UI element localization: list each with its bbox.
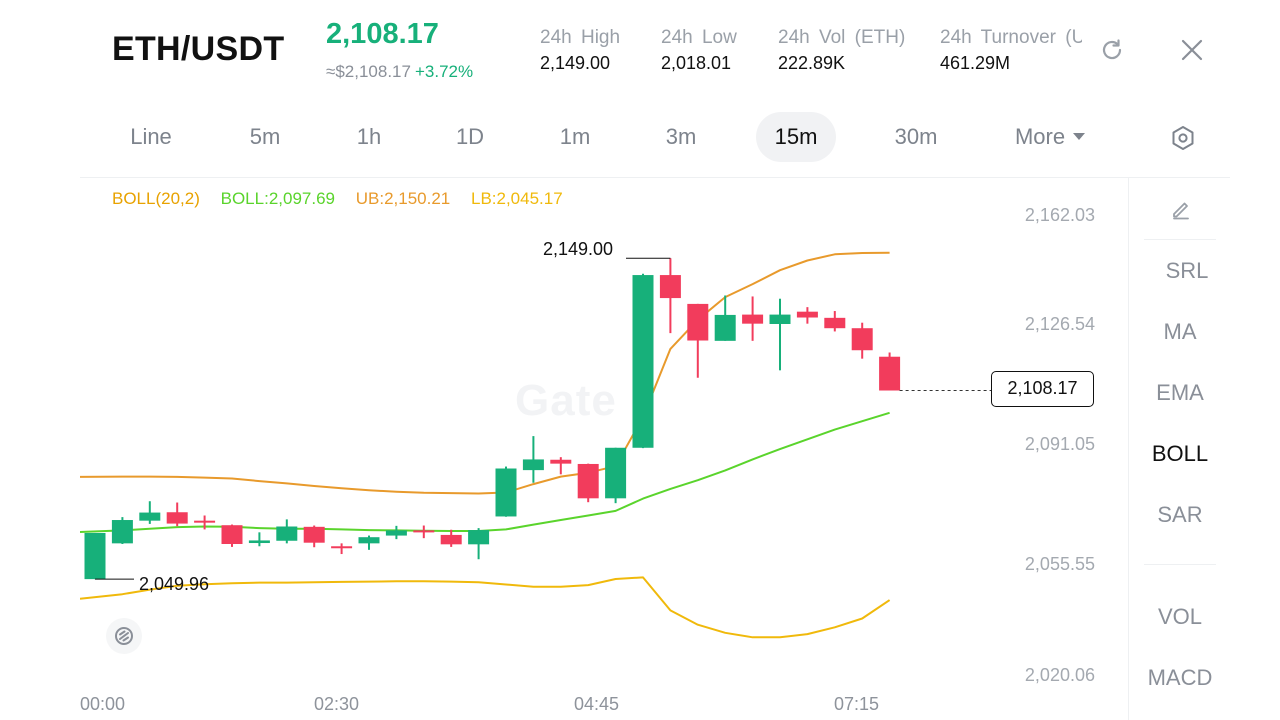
candle-body (605, 447, 627, 499)
time-axis-label: 00:00 (80, 694, 126, 714)
stat-value: 2,018.01 (661, 53, 732, 73)
stat-label: 24h High (540, 27, 621, 48)
low-price-marker: 2,049.96 (139, 574, 210, 594)
sidebar-divider (1128, 178, 1129, 720)
candle-body (769, 314, 791, 324)
timeframe-tabs: Line 5m 1h 1D 1m 3m 15m 30m More (80, 112, 1230, 164)
boll-legend-upper: UB:2,150.21 (355, 189, 451, 208)
time-axis-label: 02:30 (314, 694, 360, 714)
candle-body (495, 468, 517, 517)
candle-body (687, 303, 709, 341)
ticker-header: ETH/USDT 2,108.17 ≈$2,108.17 +3.72% 24h H… (0, 0, 1280, 100)
candle-body (358, 537, 380, 544)
candle-body (166, 512, 188, 524)
boll-mid-line (80, 411, 890, 533)
pencil-icon[interactable] (1166, 194, 1196, 224)
last-price: 2,108.17 (326, 18, 439, 50)
last-price-tag: 2,108.17 (991, 371, 1094, 407)
tab-3m[interactable]: 3m (665, 124, 697, 149)
candle-body (796, 311, 818, 318)
candle-body (139, 512, 161, 521)
indicator-vol[interactable]: VOL (1157, 604, 1203, 629)
boll-lower-line (80, 576, 891, 639)
close-icon[interactable] (1174, 32, 1210, 68)
price-axis-label: 2,126.54 (1024, 314, 1095, 334)
indicator-ema[interactable]: EMA (1156, 380, 1204, 405)
candle-body (577, 463, 599, 499)
candle-body (550, 459, 572, 464)
candle-body (632, 275, 654, 448)
candle-body (331, 546, 353, 549)
stat-24h-turnover: 24h Turnover (USDT) 461.29M (940, 27, 1082, 74)
indicator-boll[interactable]: BOLL (1151, 441, 1209, 466)
candle-body (276, 526, 298, 541)
price-axis-label: 2,162.03 (1024, 205, 1095, 225)
tab-line[interactable]: Line (130, 124, 172, 149)
candle-body (303, 526, 325, 543)
boll-legend-mid: BOLL:2,097.69 (220, 189, 335, 208)
candle-body (440, 534, 462, 545)
stat-value: 2,149.00 (540, 53, 611, 73)
stat-label: 24h Vol (ETH) (778, 27, 906, 48)
fiat-price-row: ≈$2,108.17 +3.72% (326, 62, 473, 82)
candle-body (468, 530, 490, 545)
tab-more[interactable]: More (1000, 112, 1100, 162)
stat-24h-volume: 24h Vol (ETH) 222.89K (778, 27, 905, 74)
candle-body (248, 540, 270, 544)
candle-body (385, 530, 407, 536)
candle-body (742, 314, 764, 324)
boll-legend-name: BOLL(20,2) (112, 189, 200, 208)
fiat-price: ≈$2,108.17 (326, 62, 411, 81)
tab-1m[interactable]: 1m (559, 124, 591, 149)
boll-legend-lower: LB:2,045.17 (470, 189, 563, 208)
indicator-sidebar: SRL MA EMA BOLL SAR VOL MACD (1130, 178, 1230, 720)
candle-body (824, 317, 846, 329)
tab-1d[interactable]: 1D (455, 124, 485, 149)
tab-15m[interactable]: 15m (756, 112, 836, 162)
candle-body (413, 530, 435, 533)
boll-legend: BOLL(20,2) BOLL:2,097.69 UB:2,150.21 LB:… (112, 189, 579, 209)
stat-label: 24h Low (661, 27, 737, 48)
trading-pair-title[interactable]: ETH/USDT (112, 30, 285, 68)
time-axis-label: 04:45 (574, 694, 620, 714)
sidebar-separator (1144, 564, 1216, 565)
price-change-percent: +3.72% (414, 62, 474, 81)
candle-body (111, 520, 133, 544)
candle-body (221, 525, 243, 544)
price-axis-label: 2,091.05 (1024, 434, 1095, 454)
candle-body (851, 328, 873, 351)
candle-body (194, 520, 216, 523)
price-axis-label: 2,020.06 (1024, 665, 1095, 685)
stat-24h-high: 24h High 2,149.00 (540, 27, 620, 74)
stat-24h-low: 24h Low 2,018.01 (661, 27, 737, 74)
candle-body (659, 275, 681, 299)
tabs-divider (80, 177, 1230, 178)
stat-value: 222.89K (778, 53, 846, 73)
candle-body (879, 356, 901, 391)
chart-mode-toggle-icon[interactable] (106, 618, 142, 654)
high-price-marker: 2,149.00 (543, 239, 614, 259)
boll-upper-line (80, 251, 890, 495)
hexagon-settings-icon[interactable] (1166, 121, 1200, 155)
indicator-ma[interactable]: MA (1163, 319, 1197, 344)
price-axis-label: 2,055.55 (1024, 554, 1095, 574)
refresh-icon[interactable] (1094, 32, 1130, 68)
tab-30m[interactable]: 30m (894, 124, 938, 149)
gate-watermark: Gate (515, 376, 617, 425)
tab-1h[interactable]: 1h (356, 124, 382, 149)
tab-more-label: More (1014, 124, 1066, 149)
time-axis-label: 07:15 (834, 694, 880, 714)
sidebar-separator (1144, 239, 1216, 240)
tab-5m[interactable]: 5m (249, 124, 281, 149)
candlestick-chart[interactable] (80, 178, 1128, 720)
stat-value: 461.29M (940, 53, 1011, 73)
stat-label: 24h Turnover (USDT) (940, 27, 1082, 48)
candle-body (84, 532, 106, 580)
candle-body (714, 314, 736, 341)
indicator-srl[interactable]: SRL (1165, 258, 1209, 283)
caret-down-icon (1073, 132, 1086, 140)
indicator-sar[interactable]: SAR (1157, 502, 1203, 527)
indicator-macd[interactable]: MACD (1147, 665, 1213, 690)
candle-body (522, 459, 544, 471)
